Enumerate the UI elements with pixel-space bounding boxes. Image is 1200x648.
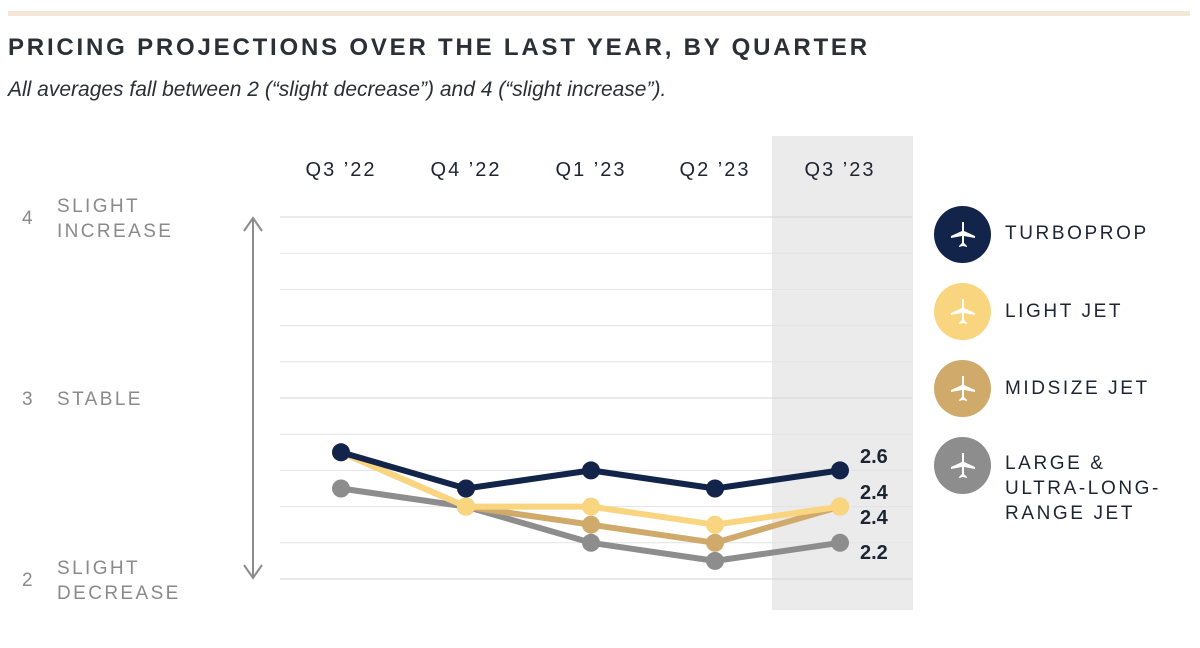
legend-label: LIGHT JET xyxy=(1005,301,1124,322)
chart-subtitle: All averages fall between 2 (“slight dec… xyxy=(8,78,667,101)
data-point-light_jet xyxy=(831,497,849,516)
axis-arrow-head-up xyxy=(243,216,263,232)
chart-title: PRICING PROJECTIONS OVER THE LAST YEAR, … xyxy=(8,34,870,61)
end-value-label: 2.4 xyxy=(860,482,889,504)
legend-label: MIDSIZE JET xyxy=(1005,378,1150,399)
turboprop-icon xyxy=(934,206,991,263)
y-tick-number: 4 xyxy=(22,208,33,229)
data-point-large_jet xyxy=(706,551,724,570)
top-rule xyxy=(8,11,1190,16)
data-point-large_jet xyxy=(831,533,849,552)
data-point-light_jet xyxy=(706,515,724,534)
data-point-turboprop xyxy=(706,479,724,498)
highlight-band xyxy=(772,136,913,610)
end-value-label: 2.6 xyxy=(860,446,888,468)
y-tick-label: STABLE xyxy=(57,389,143,410)
end-value-label: 2.4 xyxy=(860,507,889,529)
y-tick-label: SLIGHT INCREASE xyxy=(57,196,173,242)
data-point-light_jet xyxy=(582,497,600,516)
axis-arrow-head-down xyxy=(243,564,263,580)
data-point-turboprop xyxy=(582,461,600,480)
end-value-label: 2.2 xyxy=(860,542,888,564)
y-tick-number: 2 xyxy=(22,570,33,591)
x-tick-label: Q3 ’23 xyxy=(805,159,876,181)
legend-label: LARGE & ULTRA-LONG- RANGE JET xyxy=(1005,453,1161,524)
data-point-large_jet xyxy=(582,533,600,552)
large-jet-icon xyxy=(934,437,991,494)
data-point-light_jet xyxy=(457,497,475,516)
midsize-jet-icon xyxy=(934,360,991,417)
data-point-midsize_jet xyxy=(582,515,600,534)
data-point-turboprop xyxy=(457,479,475,498)
x-tick-label: Q3 ’22 xyxy=(306,159,377,181)
x-tick-label: Q1 ’23 xyxy=(556,159,627,181)
data-point-turboprop xyxy=(831,461,849,480)
x-tick-label: Q2 ’23 xyxy=(680,159,751,181)
legend-label: TURBOPROP xyxy=(1005,223,1149,244)
y-tick-number: 3 xyxy=(22,389,33,410)
y-tick-label: SLIGHT DECREASE xyxy=(57,558,181,604)
light-jet-icon xyxy=(934,283,991,340)
data-point-turboprop xyxy=(332,443,350,462)
x-tick-label: Q4 ’22 xyxy=(431,159,502,181)
data-point-large_jet xyxy=(332,479,350,498)
data-point-midsize_jet xyxy=(706,533,724,552)
